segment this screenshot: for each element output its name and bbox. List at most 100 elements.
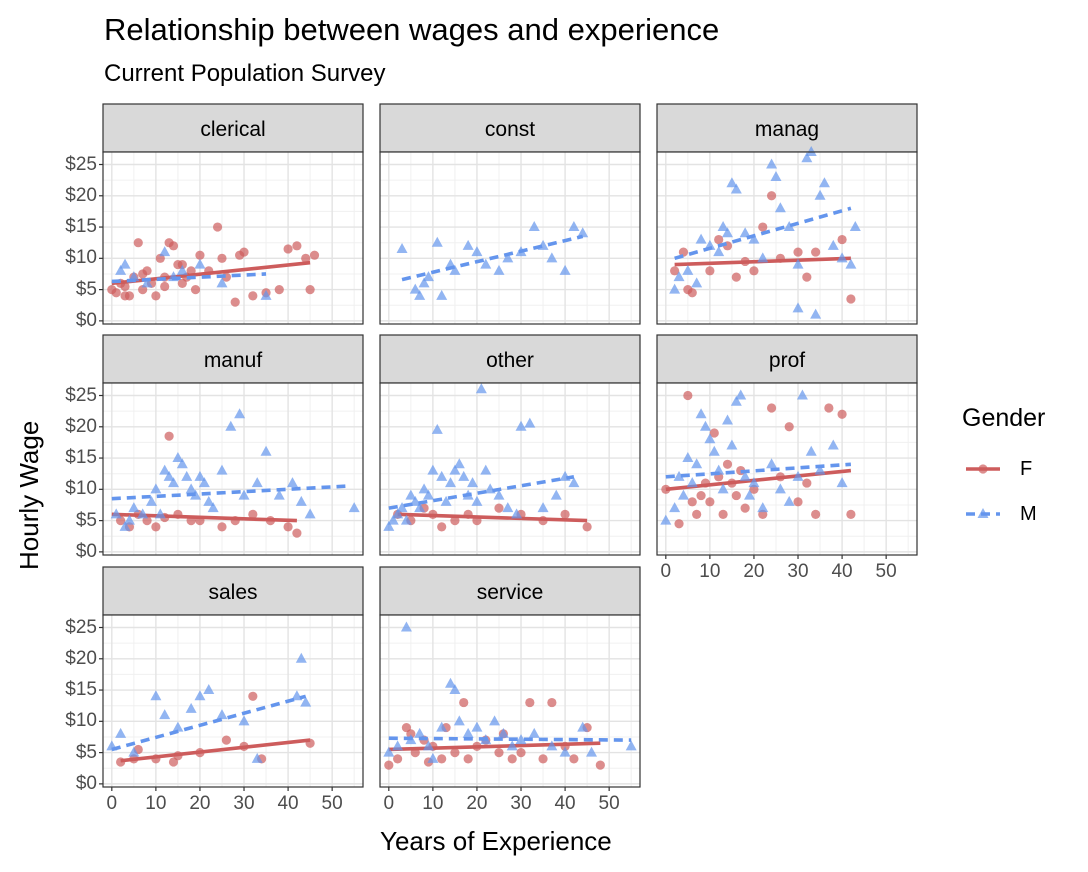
point-f-service (450, 748, 460, 758)
x-axis-label: Years of Experience (380, 826, 612, 856)
point-m-service (506, 740, 518, 751)
legend-title: Gender (962, 404, 1046, 432)
y-tick-label: $15 (65, 447, 97, 469)
x-tick-label: 20 (743, 561, 765, 582)
point-m-other (453, 458, 465, 469)
chart-title: Relationship between wages and experienc… (104, 12, 720, 47)
panel-bg-clerical (103, 152, 363, 324)
y-tick-label: $25 (65, 384, 97, 406)
point-m-prof (682, 452, 694, 463)
point-f-prof (674, 519, 684, 529)
point-f-manag (793, 247, 803, 257)
point-f-manag (705, 266, 715, 276)
point-m-manag (792, 302, 804, 313)
point-m-other (383, 520, 395, 531)
point-f-prof (683, 390, 693, 401)
point-m-sales (194, 690, 206, 701)
panel-border-const (379, 151, 641, 325)
point-m-service (400, 621, 412, 632)
point-m-const (422, 271, 434, 282)
x-tick-label: 10 (422, 793, 444, 814)
point-m-other (436, 470, 448, 481)
point-m-manuf (207, 502, 219, 513)
point-m-clerical (194, 258, 206, 269)
point-m-manag (814, 189, 826, 200)
point-f-clerical (177, 259, 187, 270)
legend-label-m: M (1020, 503, 1037, 525)
point-m-prof (774, 483, 786, 494)
point-m-manag (673, 271, 685, 282)
point-m-prof (748, 477, 760, 488)
point-m-prof (796, 389, 808, 400)
panel-strip-const (379, 103, 641, 153)
point-m-service (497, 727, 509, 738)
point-m-other (427, 464, 439, 475)
point-m-prof (717, 483, 729, 494)
fit-line-m-const (401, 234, 584, 282)
point-m-prof (673, 470, 685, 481)
point-m-manuf (225, 420, 237, 431)
point-m-manag (757, 252, 769, 263)
point-f-manag (678, 247, 689, 257)
point-m-other (414, 502, 426, 513)
point-f-other (582, 522, 592, 532)
point-f-prof (709, 428, 719, 438)
point-f-manag (731, 272, 741, 282)
point-f-manag (687, 288, 697, 298)
point-f-prof (837, 409, 847, 419)
point-m-other (418, 483, 430, 494)
legend-key-marker-f (978, 464, 988, 474)
fit-line-f-other (397, 512, 588, 523)
point-m-manag (810, 308, 822, 319)
point-m-prof (836, 477, 848, 488)
x-tick-label: 50 (875, 561, 897, 582)
point-m-other (422, 489, 434, 500)
point-f-prof (846, 509, 856, 519)
point-m-manuf (203, 495, 215, 506)
point-f-clerical (305, 285, 315, 295)
point-f-clerical (190, 285, 201, 295)
point-m-manag (739, 227, 751, 238)
point-m-service (577, 721, 589, 732)
fit-line-m-manag (674, 206, 852, 261)
y-tick-label: $15 (65, 679, 97, 701)
point-f-other (437, 522, 447, 532)
point-m-other (396, 502, 408, 513)
point-f-manag (837, 234, 847, 245)
point-m-sales (251, 752, 263, 763)
point-f-clerical (168, 241, 179, 251)
point-f-service (538, 754, 548, 764)
point-m-service (414, 727, 426, 738)
point-m-other (431, 423, 443, 434)
panel-border-prof (656, 382, 918, 556)
point-m-sales (150, 690, 162, 701)
point-m-manag (836, 252, 848, 263)
point-f-manag (749, 266, 759, 276)
point-m-const (431, 236, 443, 247)
fit-line-m-clerical (111, 272, 267, 284)
point-f-manag (714, 234, 724, 245)
point-m-other (475, 383, 487, 394)
x-tick-label: 30 (787, 561, 809, 582)
fit-line-m-sales (111, 694, 307, 752)
y-tick-label: $5 (75, 278, 97, 300)
point-m-other (458, 470, 470, 481)
point-m-clerical (141, 277, 153, 288)
point-m-prof (783, 495, 795, 506)
point-m-manuf (172, 452, 184, 463)
point-m-prof (766, 458, 778, 469)
point-m-service (383, 746, 395, 757)
point-m-other (480, 464, 492, 475)
panel-border-manuf (102, 382, 364, 556)
point-m-manuf (348, 502, 360, 513)
point-f-service (569, 754, 579, 764)
point-f-clerical (111, 288, 121, 298)
point-m-prof (757, 502, 769, 513)
point-m-manuf (251, 477, 263, 488)
point-m-manuf (198, 477, 210, 488)
point-f-prof (718, 509, 728, 519)
x-tick-label: 0 (106, 793, 118, 814)
point-f-manuf (292, 528, 302, 538)
point-m-other (405, 489, 417, 500)
point-m-sales (172, 721, 184, 732)
